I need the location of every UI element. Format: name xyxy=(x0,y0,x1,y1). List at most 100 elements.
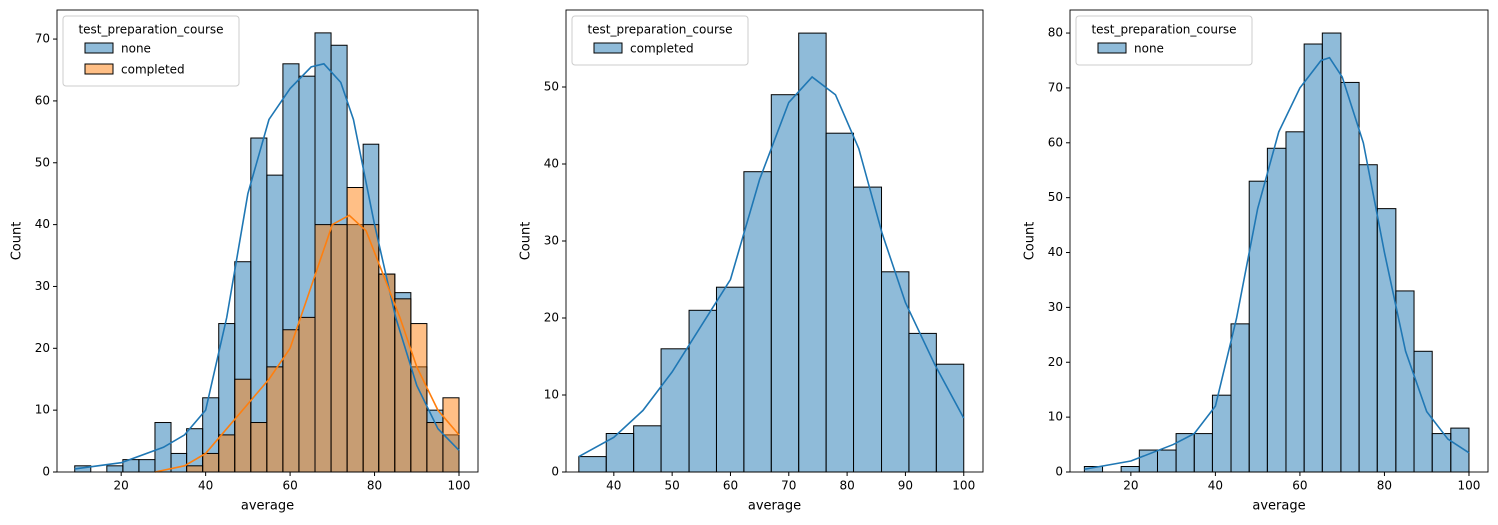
y-tick-label: 40 xyxy=(1048,245,1063,259)
legend-swatch xyxy=(1097,42,1127,54)
histogram-bar xyxy=(770,94,800,473)
histogram-bar xyxy=(881,271,910,473)
histogram-bar xyxy=(633,425,662,473)
kde-line xyxy=(578,75,965,458)
y-tick-label: 40 xyxy=(35,217,50,231)
y-tick-label: 0 xyxy=(551,465,559,479)
legend-label: completed xyxy=(121,63,185,77)
y-tick-label: 50 xyxy=(544,80,559,94)
legend-label: none xyxy=(121,42,151,56)
histogram-bar xyxy=(234,378,252,473)
histogram-bar xyxy=(1285,131,1305,473)
histogram-bar xyxy=(170,452,188,473)
histogram-bar xyxy=(798,32,827,473)
histogram-bar xyxy=(426,422,444,473)
x-tick-label: 100 xyxy=(448,479,471,493)
histogram-bar xyxy=(1175,433,1195,473)
y-tick-label: 80 xyxy=(1048,26,1063,40)
y-tick-label: 0 xyxy=(1055,465,1063,479)
y-tick-label: 10 xyxy=(1048,410,1063,424)
x-tick-label: 60 xyxy=(723,479,738,493)
histogram-bar xyxy=(1248,180,1268,473)
histogram-bar xyxy=(1230,323,1250,473)
y-tick-label: 20 xyxy=(1048,355,1063,369)
histogram-bar xyxy=(578,456,607,473)
histogram-bar xyxy=(1340,81,1360,473)
histogram-bar xyxy=(853,186,883,473)
histogram-bar xyxy=(935,363,965,473)
y-tick-label: 10 xyxy=(35,403,50,417)
y-tick-label: 60 xyxy=(35,93,50,107)
x-tick-label: 40 xyxy=(198,479,213,493)
histogram-bar xyxy=(1266,147,1287,473)
x-tick-label: 100 xyxy=(952,479,975,493)
y-tick-label: 30 xyxy=(544,234,559,248)
y-axis-label: Count xyxy=(10,222,25,261)
histogram-bar xyxy=(186,465,204,473)
histogram-bar xyxy=(743,171,772,473)
histogram-bar xyxy=(362,224,380,473)
x-axis-label: average xyxy=(748,499,801,514)
x-tick-label: 80 xyxy=(839,479,854,493)
y-tick-label: 70 xyxy=(1048,80,1063,94)
legend-swatch xyxy=(593,42,623,54)
legend-label: completed xyxy=(630,42,694,56)
subplot: 40 50 60 70 80 90 100 0 10 20 30 40 50 average Count te… xyxy=(519,9,984,514)
y-tick-label: 20 xyxy=(544,311,559,325)
histogram-bar xyxy=(138,459,156,473)
x-tick-label: 90 xyxy=(898,479,913,493)
histogram-bar xyxy=(1303,43,1323,473)
histogram-bar xyxy=(1376,208,1397,473)
y-tick-label: 50 xyxy=(1048,190,1063,204)
legend-label: none xyxy=(1134,42,1164,56)
histogram-bar xyxy=(1450,427,1470,473)
subplot: 20 40 60 80 100 0 10 20 30 40 50 60 70 average Count te… xyxy=(10,9,479,514)
legend-swatch xyxy=(84,42,114,54)
histogram-bar xyxy=(1156,449,1177,473)
legend-title: test_preparation_course xyxy=(587,23,732,37)
histogram-bar xyxy=(715,286,745,473)
legend-swatch xyxy=(84,63,114,75)
y-tick-label: 10 xyxy=(544,388,559,402)
kde-line xyxy=(1084,56,1470,471)
histogram-bar xyxy=(218,434,236,473)
histogram-bar xyxy=(1120,466,1140,473)
x-axis-label: average xyxy=(1252,499,1305,514)
histogram-bar xyxy=(202,452,220,473)
kde-line xyxy=(74,62,460,470)
legend-title: test_preparation_course xyxy=(78,23,223,37)
x-tick-label: 60 xyxy=(282,479,297,493)
histogram-bar xyxy=(282,329,300,473)
y-tick-label: 20 xyxy=(35,341,50,355)
histogram-bar xyxy=(825,132,855,473)
histogram-bar xyxy=(442,397,460,473)
x-tick-label: 100 xyxy=(1458,479,1481,493)
histogram-bar xyxy=(298,316,316,473)
histogram-bar xyxy=(1321,32,1342,473)
histogram-bar xyxy=(688,309,717,473)
y-tick-label: 50 xyxy=(35,155,50,169)
x-tick-label: 60 xyxy=(1292,479,1307,493)
histogram-bar xyxy=(106,465,124,473)
y-axis-label: Count xyxy=(519,222,534,261)
histogram-bar xyxy=(314,224,332,473)
histogram-bar xyxy=(1413,350,1433,473)
x-axis-label: average xyxy=(241,499,294,514)
y-tick-label: 30 xyxy=(35,279,50,293)
histogram-bar xyxy=(250,137,268,473)
axes-frame xyxy=(56,9,479,473)
histogram-bar xyxy=(908,332,937,473)
legend-title: test_preparation_course xyxy=(1091,23,1236,37)
kde-line xyxy=(154,214,460,473)
histogram-bar xyxy=(266,366,284,473)
subplot: 20 40 60 80 100 0 10 20 30 40 50 60 70 80 average Count… xyxy=(1023,9,1489,514)
histogram-bar xyxy=(410,323,428,473)
x-tick-label: 80 xyxy=(367,479,382,493)
axes-frame xyxy=(1069,9,1489,473)
histogram-bar xyxy=(346,187,364,473)
y-tick-label: 40 xyxy=(544,157,559,171)
x-tick-label: 70 xyxy=(781,479,796,493)
y-axis-label: Count xyxy=(1023,222,1038,261)
x-tick-label: 50 xyxy=(665,479,680,493)
